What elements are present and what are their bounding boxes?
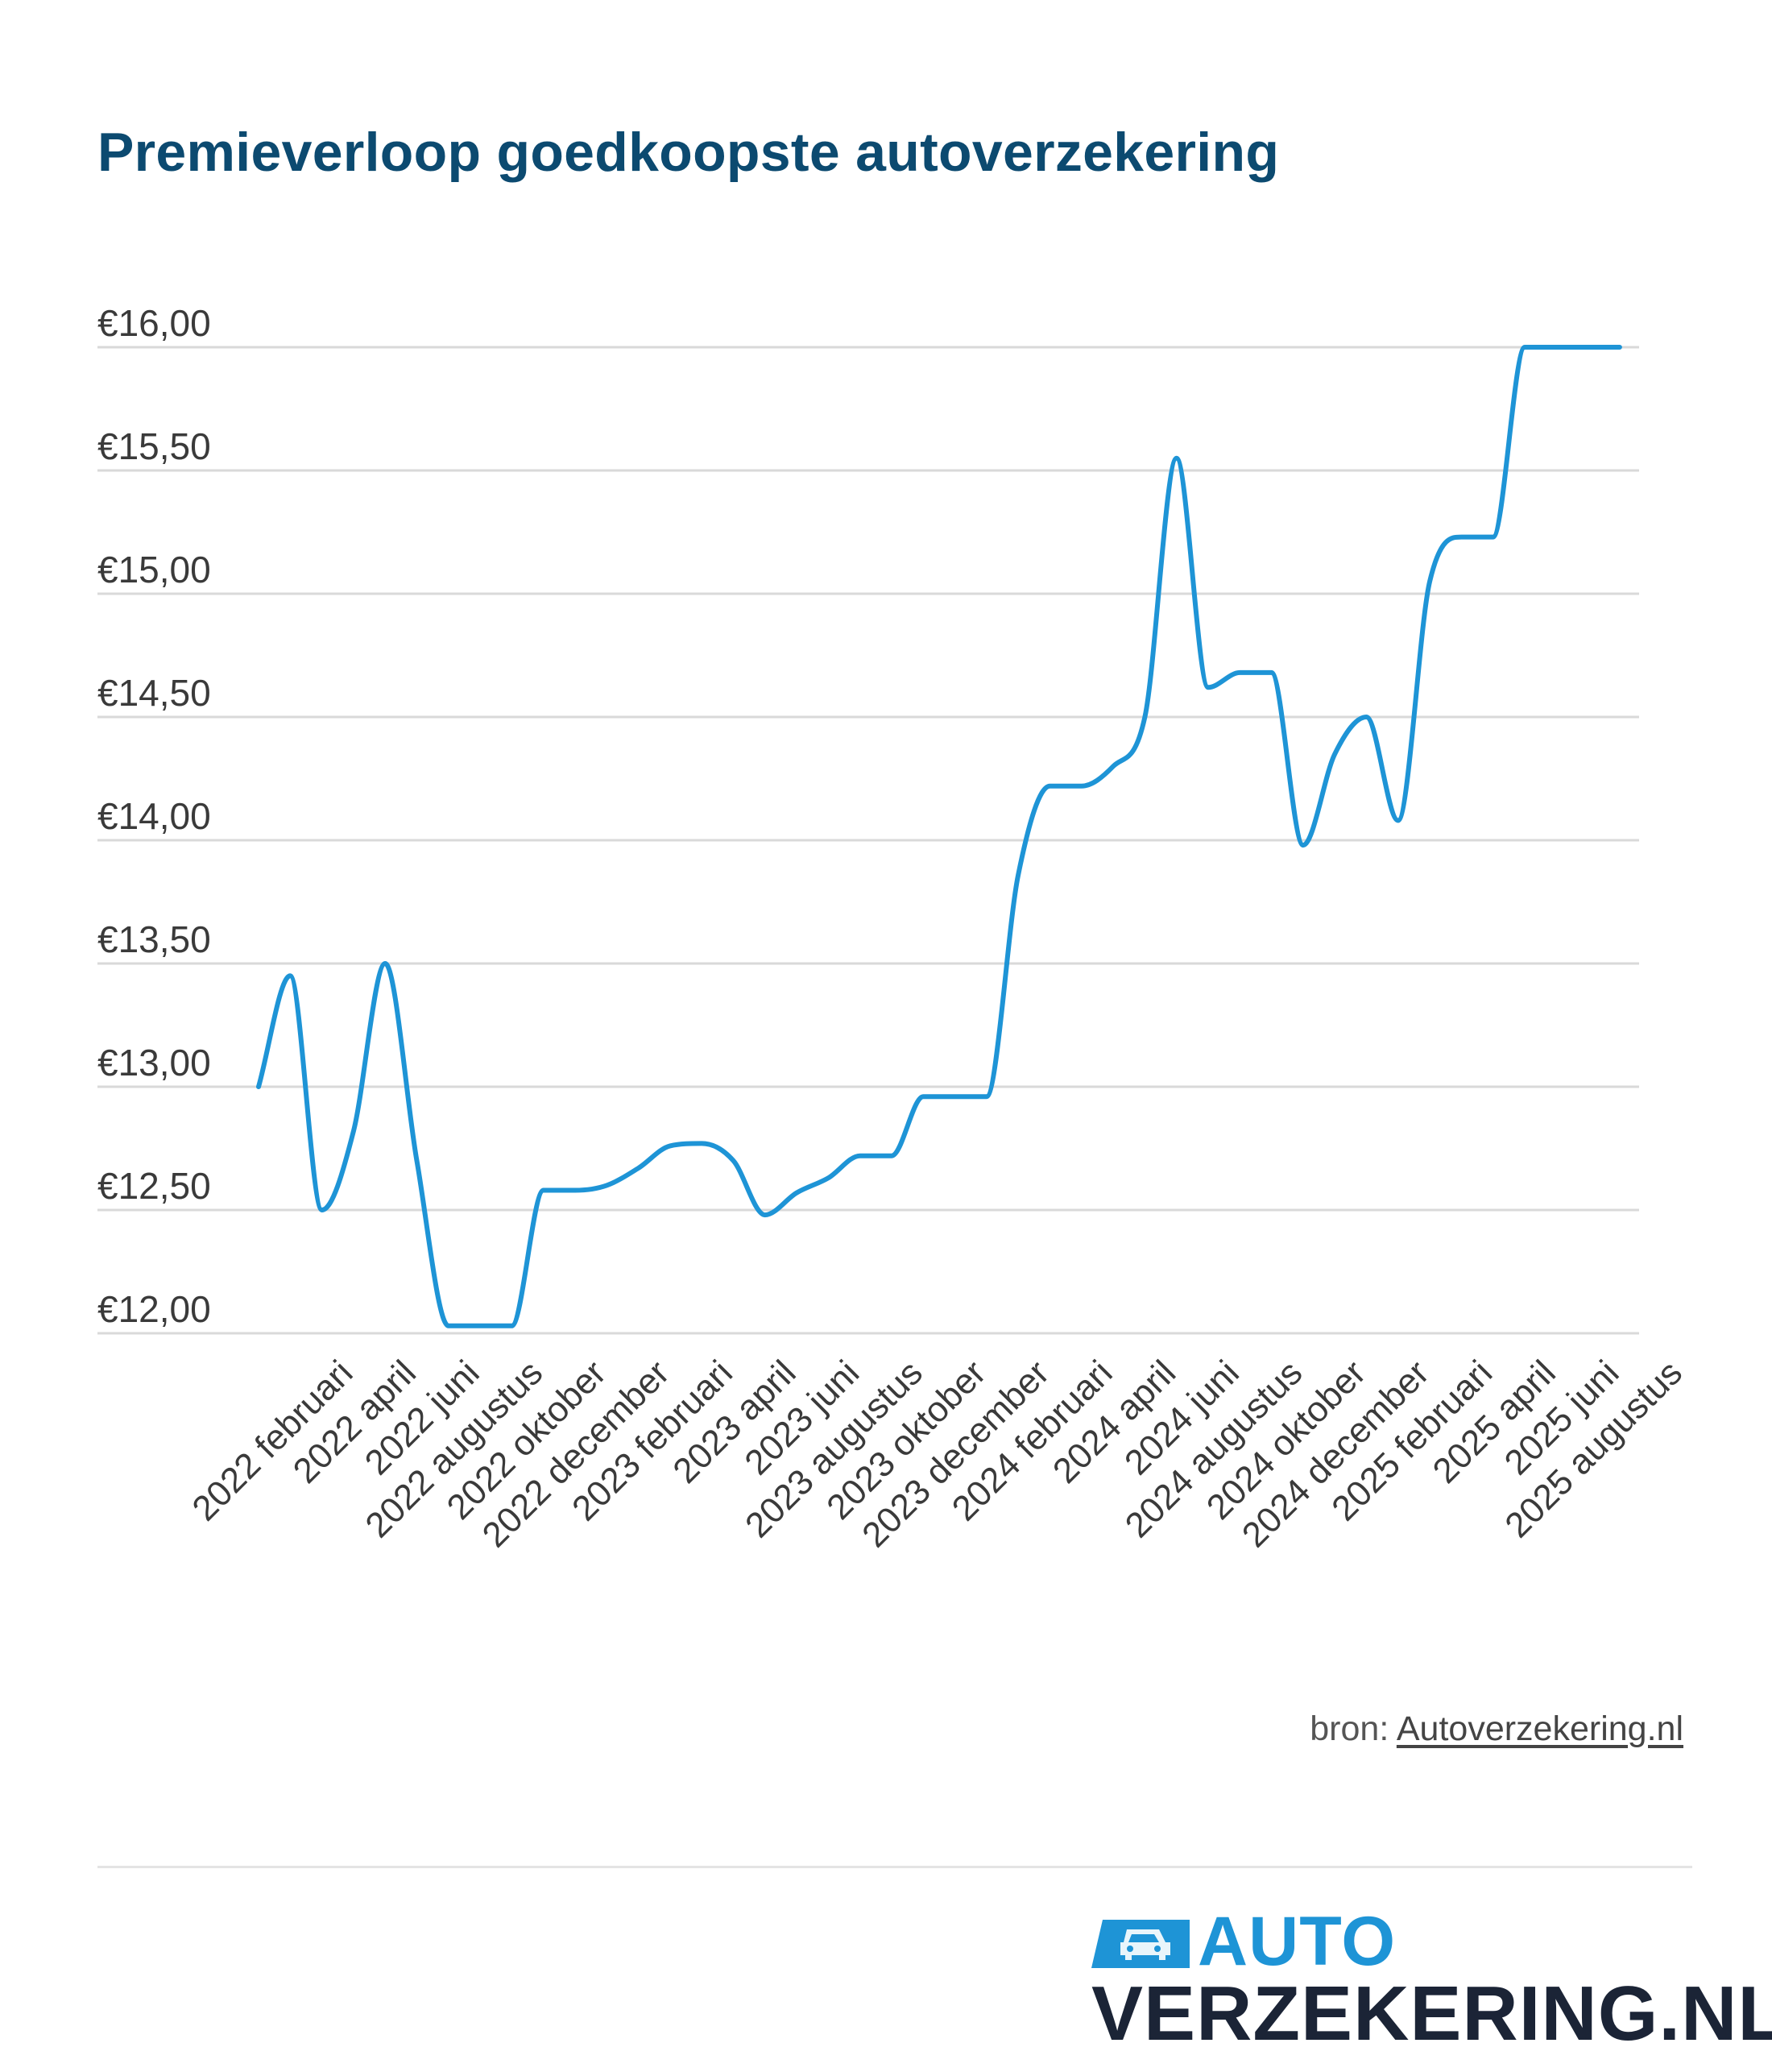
y-tick-label: €13,50 — [97, 918, 211, 960]
source-prefix: bron: — [1310, 1709, 1397, 1748]
car-logo-icon — [1091, 1920, 1190, 1968]
y-tick-label: €12,00 — [97, 1288, 211, 1330]
y-tick-label: €15,00 — [97, 549, 211, 591]
y-tick-label: €13,00 — [97, 1042, 211, 1084]
brand-logo: AUTO VERZEKERING.NL — [1091, 1903, 1772, 2057]
source-link[interactable]: Autoverzekering.nl — [1396, 1709, 1683, 1748]
y-tick-label: €14,00 — [97, 795, 211, 837]
logo-text-auto: AUTO — [1198, 1903, 1397, 1980]
chart-gridlines — [97, 346, 1639, 1335]
series-line — [256, 345, 1622, 1328]
footer-divider — [97, 1866, 1692, 1868]
chart-title: Premieverloop goedkoopste autoverzekerin… — [97, 122, 1280, 183]
logo-text-verzekering: VERZEKERING.NL — [1091, 1970, 1772, 2057]
y-tick-label: €12,50 — [97, 1165, 211, 1207]
y-tick-label: €16,00 — [97, 302, 211, 344]
source-note: bron: Autoverzekering.nl — [1310, 1709, 1683, 1749]
y-tick-label: €14,50 — [97, 672, 211, 714]
y-axis-tick-labels: €12,00 €12,50 €13,00 €13,50 €14,00 €14,50 €15,… — [97, 302, 211, 1330]
y-tick-label: €15,50 — [97, 425, 211, 467]
